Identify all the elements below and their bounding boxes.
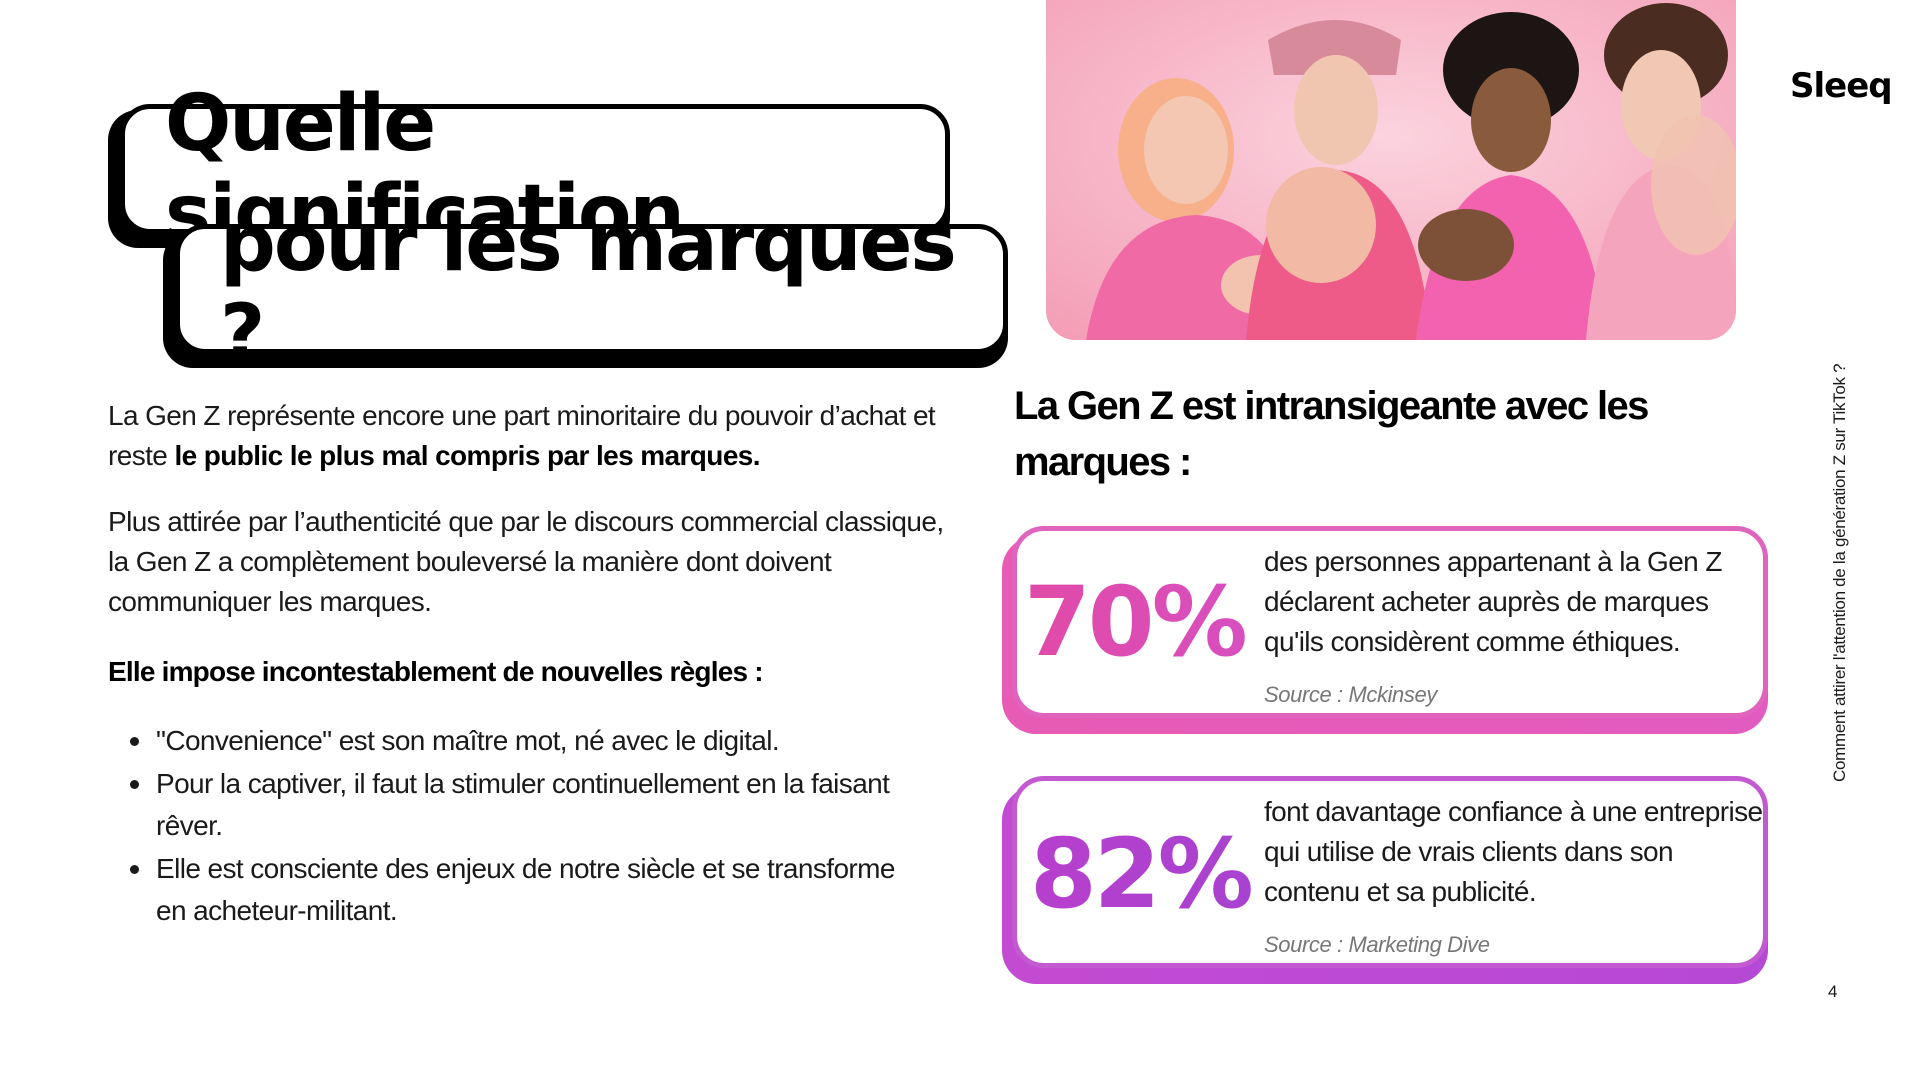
stat-description-2: font davantage confiance à une entrepris… bbox=[1264, 796, 1763, 907]
intro-paragraph-2: Plus attirée par l’authenticité que par … bbox=[108, 506, 944, 617]
gen-z-group-photo bbox=[1046, 0, 1736, 340]
right-heading: La Gen Z est intransigeante avec les mar… bbox=[1014, 384, 1649, 484]
stat-card-2 bbox=[1012, 776, 1768, 968]
stat-source-2: Source : Marketing Dive bbox=[1264, 932, 1490, 957]
list-item: Pour la captiver, il faut la stimuler co… bbox=[108, 763, 908, 847]
stat-card-1 bbox=[1012, 526, 1768, 718]
side-vertical-caption: Comment attirer l'attention de la généra… bbox=[1830, 363, 1849, 782]
list-item: Elle est consciente des enjeux de notre … bbox=[108, 848, 908, 932]
title-line2-text: pour les marques ? bbox=[220, 199, 957, 379]
stat-value-70: 70% bbox=[1024, 566, 1248, 678]
intro-bold-text: le public le plus mal compris par les ma… bbox=[174, 440, 760, 471]
list-item: "Convenience" est son maître mot, né ave… bbox=[108, 720, 908, 762]
page-number: 4 bbox=[1828, 982, 1838, 1001]
stat-value-82: 82% bbox=[1030, 818, 1254, 930]
sleeq-logo: Sleeq bbox=[1790, 66, 1893, 106]
stat-description-1: des personnes appartenant à la Gen Z déc… bbox=[1264, 546, 1722, 657]
intro-text: La Gen Z représente encore une part mino… bbox=[108, 400, 936, 471]
page-title-line2: pour les marques ? bbox=[175, 199, 1008, 379]
stat-source-1: Source : Mckinsey bbox=[1264, 682, 1437, 707]
intro-paragraph: La Gen Z représente encore une part mino… bbox=[108, 396, 958, 476]
group-photo-illustration bbox=[1046, 0, 1736, 340]
rules-heading: Elle impose incontestablement de nouvell… bbox=[108, 656, 764, 687]
rules-list: "Convenience" est son maître mot, né ave… bbox=[108, 720, 908, 933]
